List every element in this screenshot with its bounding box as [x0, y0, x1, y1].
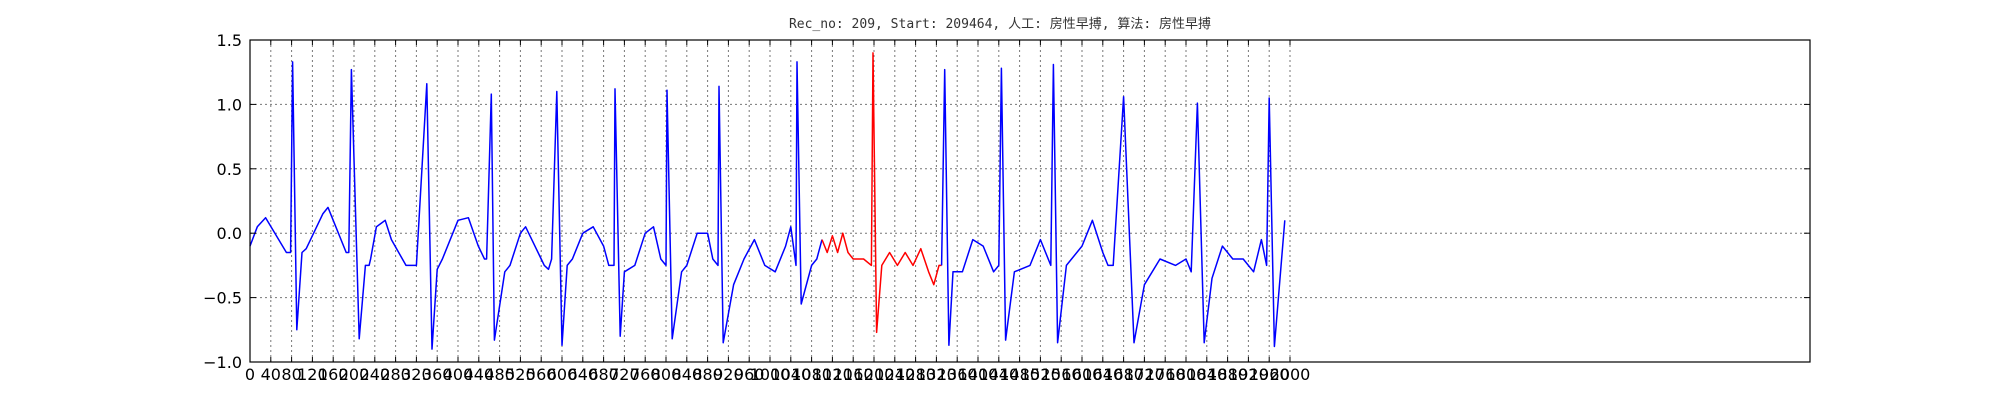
x-tick-label: 2000	[1270, 365, 1311, 384]
y-tick-label: −0.5	[203, 289, 242, 308]
x-tick-label: 800	[651, 365, 682, 384]
x-tick-label: 120	[297, 365, 328, 384]
x-tick-label: 400	[443, 365, 474, 384]
x-tick-label: 160	[318, 365, 349, 384]
y-tick-label: −1.0	[203, 353, 242, 372]
ecg-segment-normal	[940, 63, 1286, 348]
x-tick-label: 0	[245, 365, 255, 384]
x-tick-label: 1960	[1249, 365, 1290, 384]
x-tick-label: 520	[505, 365, 536, 384]
x-tick-label: 1760	[1145, 365, 1186, 384]
x-tick-label: 1600	[1062, 365, 1103, 384]
x-tick-label: 1400	[958, 365, 999, 384]
x-tick-label: 1920	[1228, 365, 1269, 384]
y-tick-label: 0.5	[217, 160, 242, 179]
x-tick-label: 960	[734, 365, 765, 384]
x-tick-label: 760	[630, 365, 661, 384]
x-tick-label: 1640	[1082, 365, 1123, 384]
x-tick-label: 1440	[978, 365, 1019, 384]
x-tick-label: 1880	[1207, 365, 1248, 384]
x-tick-label: 1800	[1166, 365, 1207, 384]
tick-marks	[249, 39, 1810, 363]
x-tick-label: 1040	[770, 365, 811, 384]
y-tick-label: 0.0	[217, 224, 242, 243]
ecg-segment-normal	[582, 61, 823, 344]
x-tick-label: 360	[422, 365, 453, 384]
x-tick-label: 1200	[854, 365, 895, 384]
x-tick-label: 1360	[937, 365, 978, 384]
x-tick-label: 920	[713, 365, 744, 384]
x-tick-label: 1480	[999, 365, 1040, 384]
x-tick-label: 640	[568, 365, 599, 384]
x-tick-label: 1080	[791, 365, 832, 384]
x-tick-label: 1520	[1020, 365, 1061, 384]
x-tick-label: 1240	[874, 365, 915, 384]
y-tick-label: 1.5	[217, 31, 242, 50]
x-tick-label: 1720	[1124, 365, 1165, 384]
y-axis-labels: −1.0 −0.5 0.0 0.5 1.0 1.5	[203, 31, 242, 372]
x-tick-label: 1840	[1186, 365, 1227, 384]
x-tick-label: 680	[588, 365, 619, 384]
x-tick-label: 1280	[895, 365, 936, 384]
y-tick-label: 1.0	[217, 95, 242, 114]
x-axis-labels: 0 40 8012016020024028032036040044048052056…	[245, 365, 1310, 384]
grid	[250, 39, 1810, 363]
x-tick-label: 720	[609, 365, 640, 384]
x-tick-label: 320	[401, 365, 432, 384]
ecg-segment-normal	[249, 61, 584, 350]
series-group	[249, 52, 1286, 350]
ecg-segment-highlight	[821, 52, 942, 334]
x-tick-label: 240	[360, 365, 391, 384]
x-tick-label: 840	[672, 365, 703, 384]
chart-title: Rec_no: 209, Start: 209464, 人工: 房性早搏, 算法…	[789, 16, 1211, 32]
x-tick-label: 480	[484, 365, 515, 384]
x-tick-label: 200	[339, 365, 370, 384]
x-tick-label: 1320	[916, 365, 957, 384]
x-tick-label: 1680	[1103, 365, 1144, 384]
x-tick-label: 600	[547, 365, 578, 384]
x-tick-label: 1120	[812, 365, 853, 384]
x-tick-label: 280	[380, 365, 411, 384]
x-tick-label: 440	[464, 365, 495, 384]
x-tick-label: 880	[692, 365, 723, 384]
x-tick-label: 560	[526, 365, 557, 384]
x-tick-label: 80	[281, 365, 301, 384]
x-tick-label: 40	[261, 365, 281, 384]
x-tick-label: 1160	[833, 365, 874, 384]
x-tick-label: 1000	[750, 365, 791, 384]
x-tick-label: 1560	[1041, 365, 1082, 384]
plot-area-frame	[249, 39, 1811, 363]
